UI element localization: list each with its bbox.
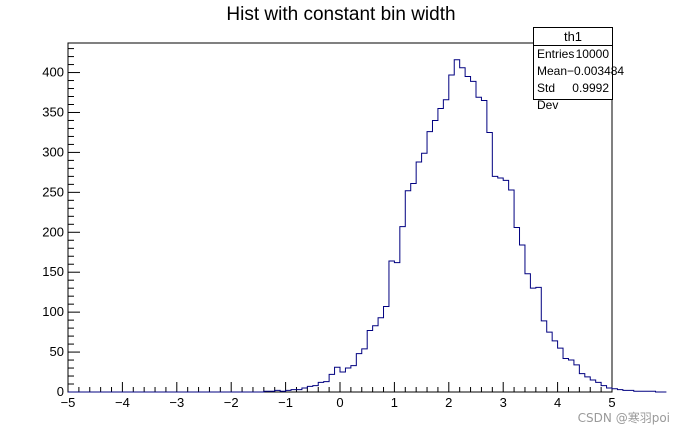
y-tick-label: 250 — [42, 184, 64, 199]
y-tick-label: 50 — [50, 344, 64, 359]
y-tick-label: 400 — [42, 65, 64, 80]
stats-mean-value: −0.003484 — [567, 64, 625, 78]
stats-row-entries: Entries 10000 — [534, 46, 612, 63]
stats-entries-value: 10000 — [575, 47, 609, 61]
histogram-line — [68, 59, 667, 393]
x-tick-label: −1 — [278, 395, 293, 410]
y-tick-label: 300 — [42, 144, 64, 159]
x-tick-label: −5 — [61, 395, 76, 410]
stats-entries-label: Entries — [537, 47, 575, 61]
stats-row-mean: Mean −0.003484 — [534, 63, 624, 80]
watermark: CSDN @寒羽poi — [577, 411, 670, 425]
stats-stddev-label: Std Dev — [537, 81, 559, 112]
y-tick-label: 100 — [42, 304, 64, 319]
stats-mean-label: Mean — [537, 64, 568, 78]
stats-box: th1 Entries 10000 Mean −0.003484 Std Dev… — [533, 27, 624, 112]
x-tick-label: 4 — [554, 395, 561, 410]
y-tick-label: 350 — [42, 104, 64, 119]
y-tick-label: 200 — [42, 224, 64, 239]
x-tick-label: 1 — [391, 395, 398, 410]
chart-title: Hist with constant bin width — [226, 4, 456, 25]
x-tick-label: 3 — [500, 395, 507, 410]
y-tick-label: 0 — [57, 384, 64, 399]
x-tick-label: −3 — [169, 395, 184, 410]
plot-frame — [67, 42, 613, 393]
stats-histogram-name: th1 — [534, 28, 612, 46]
x-tick-label: −4 — [115, 395, 130, 410]
x-tick-label: 0 — [336, 395, 343, 410]
stats-stddev-value: 0.9992 — [572, 81, 609, 95]
x-tick-label: 2 — [445, 395, 452, 410]
y-tick-label: 150 — [42, 264, 64, 279]
x-tick-label: −2 — [224, 395, 239, 410]
stats-row-stddev: Std Dev 0.9992 — [534, 80, 612, 112]
x-tick-label: 5 — [608, 395, 615, 410]
